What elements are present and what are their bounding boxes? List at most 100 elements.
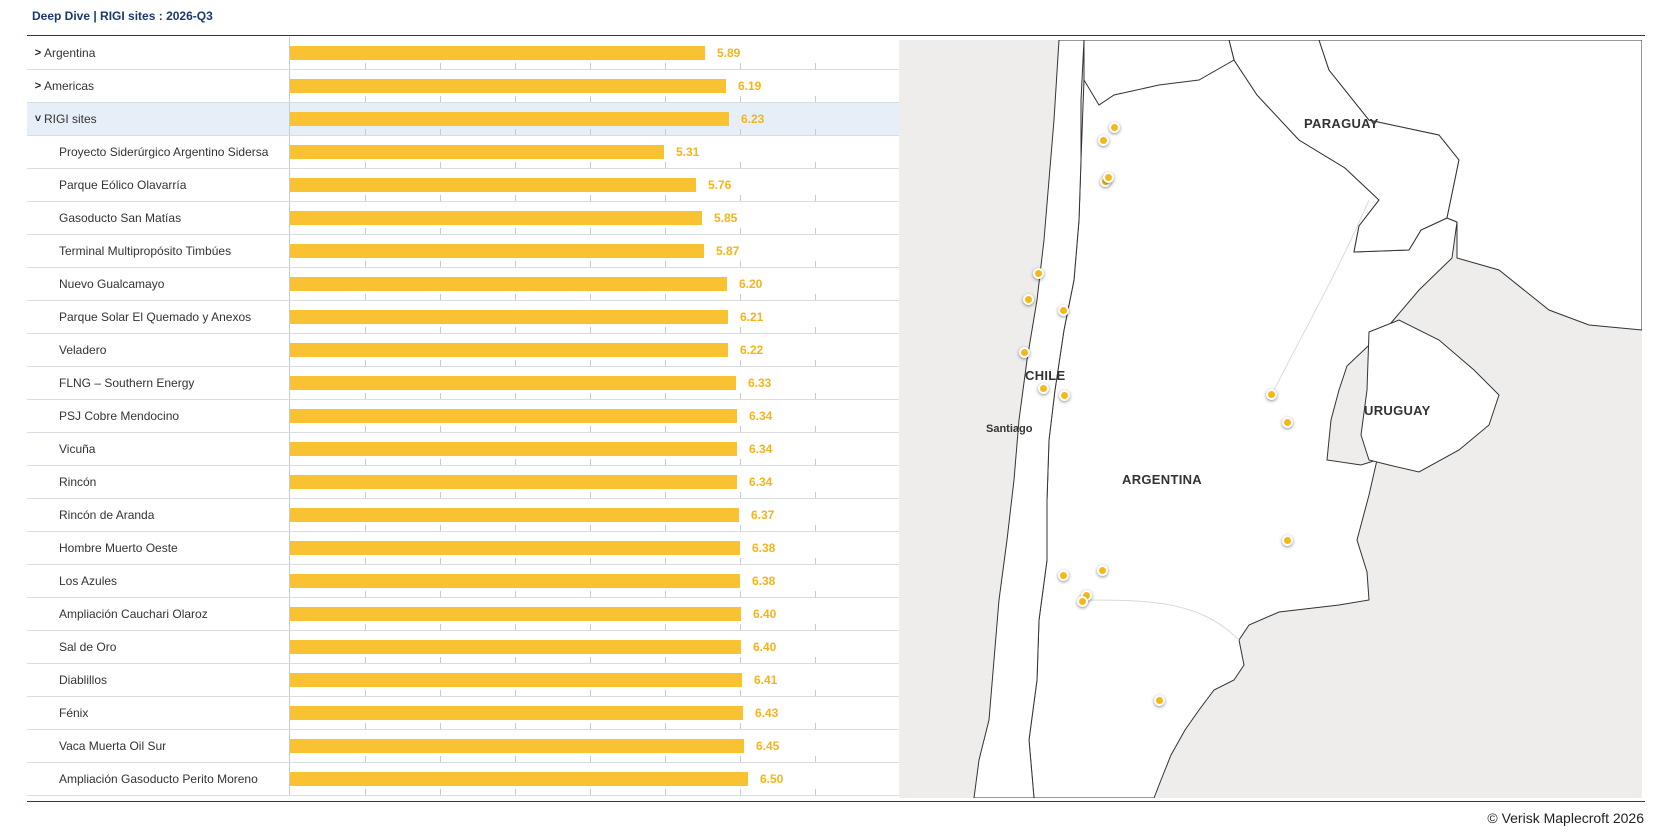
- bar-value-label: 6.22: [740, 343, 764, 357]
- axis-tick: [590, 756, 591, 762]
- site-marker[interactable]: [1023, 294, 1034, 305]
- axis-tick: [515, 63, 516, 69]
- score-bar[interactable]: [290, 277, 727, 291]
- bar-value-label: 6.50: [760, 772, 784, 786]
- site-marker[interactable]: [1154, 695, 1165, 706]
- chevron-right-icon[interactable]: >: [34, 80, 42, 92]
- axis-tick: [365, 96, 366, 102]
- axis-tick: [515, 195, 516, 201]
- score-bar[interactable]: [290, 46, 705, 60]
- axis-tick: [515, 525, 516, 531]
- brazil-land: [1318, 40, 1642, 331]
- axis-tick: [590, 63, 591, 69]
- score-bar[interactable]: [290, 442, 737, 456]
- site-marker[interactable]: [1033, 268, 1044, 279]
- table-row[interactable]: Proyecto Siderúrgico Argentino Sidersa 5.…: [27, 136, 899, 169]
- table-row[interactable]: Los Azules 6.38: [27, 565, 899, 598]
- axis-tick: [365, 558, 366, 564]
- axis-tick: [590, 459, 591, 465]
- score-bar[interactable]: [290, 541, 740, 555]
- bar-value-label: 6.43: [755, 706, 779, 720]
- table-row[interactable]: Vicuña 6.34: [27, 433, 899, 466]
- site-marker[interactable]: [1282, 417, 1293, 428]
- map-base: [973, 40, 1642, 798]
- axis-tick: [665, 96, 666, 102]
- table-row[interactable]: > Argentina 5.89: [27, 37, 899, 70]
- site-marker[interactable]: [1059, 390, 1070, 401]
- bar-value-label: 6.45: [756, 739, 780, 753]
- table-row[interactable]: Ampliación Gasoducto Perito Moreno 6.50: [27, 763, 899, 796]
- axis-tick: [365, 657, 366, 663]
- table-row[interactable]: Gasoducto San Matías 5.85: [27, 202, 899, 235]
- chevron-right-icon[interactable]: >: [34, 47, 42, 59]
- table-row[interactable]: PSJ Cobre Mendocino 6.34: [27, 400, 899, 433]
- score-bar[interactable]: [290, 772, 748, 786]
- axis-tick: [365, 690, 366, 696]
- score-bar[interactable]: [290, 640, 741, 654]
- site-marker[interactable]: [1077, 596, 1088, 607]
- row-label: Veladero: [59, 343, 107, 357]
- score-bar[interactable]: [290, 343, 728, 357]
- table-row[interactable]: Ampliación Cauchari Olaroz 6.40: [27, 598, 899, 631]
- score-bar[interactable]: [290, 607, 741, 621]
- axis-tick: [665, 426, 666, 432]
- table-row[interactable]: Diablillos 6.41: [27, 664, 899, 697]
- table-row[interactable]: Nuevo Gualcamayo 6.20: [27, 268, 899, 301]
- table-row[interactable]: Terminal Multipropósito Timbúes 5.87: [27, 235, 899, 268]
- score-bar[interactable]: [290, 574, 740, 588]
- site-marker[interactable]: [1098, 135, 1109, 146]
- table-row[interactable]: Veladero 6.22: [27, 334, 899, 367]
- axis-tick: [665, 690, 666, 696]
- axis-tick: [740, 360, 741, 366]
- score-bar[interactable]: [290, 310, 728, 324]
- site-marker[interactable]: [1266, 389, 1277, 400]
- axis-tick: [515, 162, 516, 168]
- chevron-down-icon[interactable]: ˅: [34, 113, 42, 125]
- table-row[interactable]: Parque Solar El Quemado y Anexos 6.21: [27, 301, 899, 334]
- map-label-uruguay: URUGUAY: [1364, 403, 1431, 418]
- site-marker[interactable]: [1097, 565, 1108, 576]
- table-row[interactable]: Vaca Muerta Oil Sur 6.45: [27, 730, 899, 763]
- site-marker[interactable]: [1103, 172, 1114, 183]
- row-label: FLNG – Southern Energy: [59, 376, 195, 390]
- axis-tick: [590, 657, 591, 663]
- score-bar[interactable]: [290, 178, 696, 192]
- bar-value-label: 6.33: [748, 376, 772, 390]
- site-marker[interactable]: [1019, 347, 1030, 358]
- table-row[interactable]: Hombre Muerto Oeste 6.38: [27, 532, 899, 565]
- map-panel[interactable]: PARAGUAY CHILE URUGUAY ARGENTINA Santiag…: [899, 40, 1642, 798]
- table-row[interactable]: ˅ RIGI sites 6.23: [27, 103, 899, 136]
- score-bar[interactable]: [290, 376, 736, 390]
- score-bar[interactable]: [290, 706, 743, 720]
- score-bar[interactable]: [290, 211, 702, 225]
- axis-tick: [740, 261, 741, 267]
- table-row[interactable]: Rincón 6.34: [27, 466, 899, 499]
- table-row[interactable]: Parque Eólico Olavarría 5.76: [27, 169, 899, 202]
- axis-tick: [665, 327, 666, 333]
- table-row[interactable]: Sal de Oro 6.40: [27, 631, 899, 664]
- table-row[interactable]: Rincón de Aranda 6.37: [27, 499, 899, 532]
- score-bar[interactable]: [290, 673, 742, 687]
- table-row[interactable]: > Americas 6.19: [27, 70, 899, 103]
- table-row[interactable]: FLNG – Southern Energy 6.33: [27, 367, 899, 400]
- axis-tick: [515, 789, 516, 795]
- score-bar[interactable]: [290, 79, 726, 93]
- score-bar[interactable]: [290, 739, 744, 753]
- score-bar[interactable]: [290, 409, 737, 423]
- site-marker[interactable]: [1058, 570, 1069, 581]
- score-bar[interactable]: [290, 508, 739, 522]
- score-bar[interactable]: [290, 145, 664, 159]
- site-marker[interactable]: [1282, 535, 1293, 546]
- bar-value-label: 6.20: [739, 277, 763, 291]
- axis-tick: [665, 162, 666, 168]
- site-marker[interactable]: [1038, 383, 1049, 394]
- score-bar[interactable]: [290, 112, 729, 126]
- score-bar[interactable]: [290, 244, 704, 258]
- site-marker[interactable]: [1109, 122, 1120, 133]
- table-row[interactable]: Fénix 6.43: [27, 697, 899, 730]
- axis-tick: [440, 162, 441, 168]
- site-marker[interactable]: [1058, 305, 1069, 316]
- axis-tick: [815, 393, 816, 399]
- score-bar[interactable]: [290, 475, 737, 489]
- bar-value-label: 6.37: [751, 508, 775, 522]
